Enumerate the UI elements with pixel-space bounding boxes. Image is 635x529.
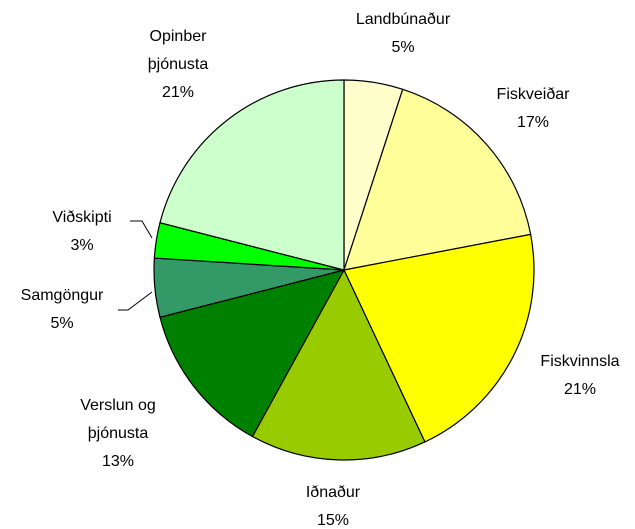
pie-slice	[343, 233, 535, 443]
slice-label: Samgöngur	[21, 287, 104, 304]
pie-slice	[159, 79, 345, 271]
value-label: 17%	[517, 114, 549, 131]
slice-label: Fiskvinnsla	[540, 353, 619, 370]
slice-label: Opinber þjónusta	[148, 28, 209, 73]
value-label: 13%	[102, 453, 134, 470]
slice-label: Landbúnaður	[356, 11, 451, 28]
slice-label: Fiskveiðar	[497, 86, 571, 103]
leader-line	[130, 220, 153, 239]
slice-label: Iðnaður	[306, 484, 361, 501]
leader-line	[118, 291, 153, 311]
value-label: 15%	[317, 512, 349, 529]
value-label: 5%	[391, 39, 414, 56]
slice-label: Verslun og þjónusta	[80, 397, 156, 442]
pie-slice	[343, 88, 532, 271]
pie-slice	[251, 268, 426, 461]
value-label: 5%	[50, 315, 73, 332]
value-label: 21%	[162, 84, 194, 101]
pie-slice	[159, 269, 346, 438]
slice-label: Viðskipti	[52, 209, 111, 226]
value-label: 3%	[70, 237, 93, 254]
value-label: 21%	[564, 381, 596, 398]
